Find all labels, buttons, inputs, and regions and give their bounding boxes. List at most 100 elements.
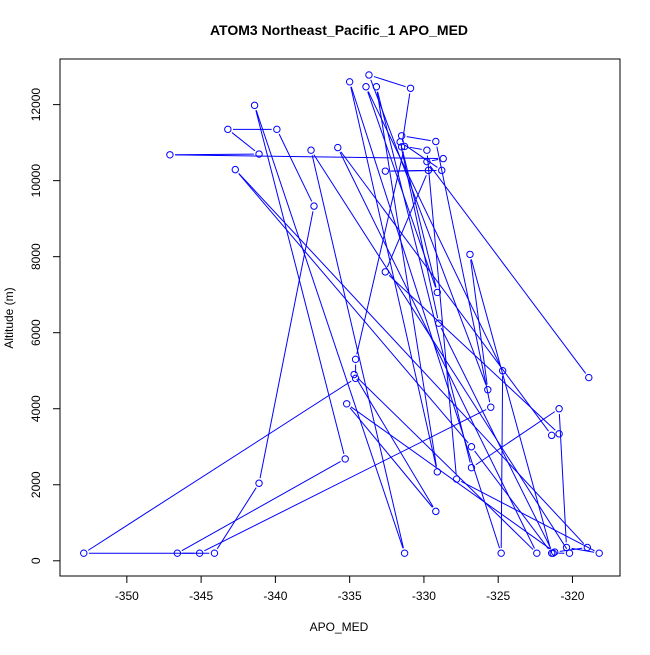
- data-point: [310, 202, 318, 210]
- series-segment: [278, 133, 313, 202]
- y-tick-label: 10000: [29, 164, 43, 198]
- y-tick-label: 2000: [29, 471, 43, 498]
- series-segment: [204, 409, 487, 552]
- data-point: [334, 143, 342, 152]
- x-tick-label: -340: [263, 589, 287, 603]
- series-segment: [558, 413, 567, 543]
- data-point: [467, 463, 476, 472]
- x-tick-label: -350: [115, 589, 139, 603]
- y-axis-label: Altitude (m): [2, 287, 16, 348]
- data-point: [452, 475, 461, 483]
- data-point: [351, 355, 360, 364]
- series-segment: [429, 165, 587, 374]
- series-segment: [571, 547, 595, 553]
- data-point: [400, 142, 409, 151]
- series-segment: [357, 377, 534, 550]
- series-segment: [474, 450, 549, 550]
- series-segment: [340, 151, 549, 432]
- series-segment: [313, 154, 568, 550]
- data-point: [381, 167, 390, 175]
- data-point: [467, 443, 476, 451]
- series-segment: [436, 146, 491, 403]
- y-tick-label: 12000: [29, 88, 43, 122]
- data-point: [484, 386, 492, 394]
- data-point: [372, 83, 381, 91]
- data-point: [362, 83, 370, 91]
- data-point: [250, 101, 259, 110]
- x-tick-label: -335: [338, 589, 362, 603]
- series-segment: [388, 275, 556, 431]
- data-point: [307, 146, 315, 154]
- data-point: [397, 132, 406, 140]
- series-segment: [440, 327, 552, 549]
- data-point: [255, 479, 263, 487]
- x-tick-label: -320: [560, 589, 584, 603]
- x-tick-label: -330: [412, 589, 436, 603]
- data-point: [432, 137, 440, 146]
- series-segment: [356, 378, 434, 508]
- data-point: [423, 146, 431, 154]
- data-point: [466, 250, 474, 259]
- data-point: [424, 166, 433, 175]
- data-point: [432, 507, 440, 516]
- data-point: [555, 430, 563, 438]
- data-point: [365, 71, 373, 79]
- series-segment: [255, 110, 404, 549]
- x-tick-label: -345: [189, 589, 213, 603]
- data-point: [423, 157, 431, 166]
- series-segment: [231, 132, 256, 152]
- data-point: [397, 143, 406, 151]
- series-segment: [255, 110, 345, 455]
- data-point: [345, 78, 354, 86]
- data-point: [547, 431, 556, 440]
- data-point: [555, 405, 563, 413]
- series-segment: [238, 173, 585, 545]
- series-segment: [356, 151, 404, 355]
- series-segment: [181, 461, 341, 552]
- data-point: [255, 150, 263, 158]
- plot-frame: [59, 58, 621, 577]
- x-axis: -350 -345 -340 -335 -330 -325 -320: [115, 575, 585, 603]
- series-segment: [406, 136, 431, 142]
- data-point: [406, 84, 415, 92]
- data-point: [210, 549, 219, 557]
- data-point: [438, 166, 446, 175]
- data-point: [224, 125, 232, 134]
- data-point: [381, 268, 390, 276]
- data-point: [533, 549, 541, 557]
- series-segment: [373, 76, 406, 88]
- series-segment: [409, 146, 422, 150]
- data-point: [565, 549, 574, 557]
- data-point: [173, 549, 182, 557]
- series-segment: [500, 375, 504, 548]
- y-tick-label: 6000: [29, 319, 43, 346]
- series-segment: [431, 159, 439, 162]
- series-segment: [386, 174, 427, 268]
- series-segment: [426, 155, 457, 474]
- y-tick-label: 4000: [29, 395, 43, 422]
- series-segment: [376, 91, 437, 467]
- data-point: [595, 549, 603, 557]
- data-point: [487, 403, 495, 411]
- series-segment: [377, 91, 471, 463]
- data-point: [433, 468, 441, 476]
- series-layer: [80, 71, 603, 557]
- series-segment: [216, 487, 257, 550]
- series-segment: [238, 173, 469, 444]
- data-point: [80, 549, 88, 557]
- series-segment: [350, 406, 551, 550]
- series-segment: [460, 481, 595, 552]
- data-point: [273, 125, 281, 134]
- series-segment: [339, 152, 535, 549]
- series-segment: [175, 153, 254, 156]
- data-point: [400, 549, 409, 557]
- data-point: [497, 549, 505, 557]
- data-point: [439, 154, 447, 163]
- x-tick-label: -325: [486, 589, 510, 603]
- data-point: [562, 543, 571, 552]
- series-segment: [370, 79, 487, 386]
- series-segment: [404, 144, 438, 168]
- y-tick-label: 0: [29, 557, 43, 564]
